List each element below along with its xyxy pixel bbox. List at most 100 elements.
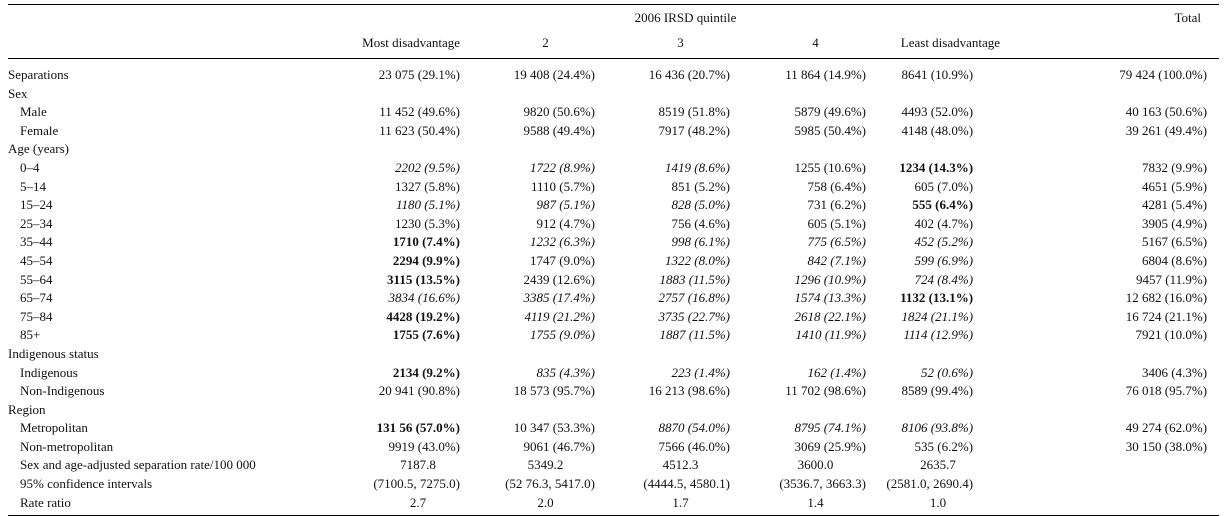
cell-value: 9457 (11.9%) (1136, 271, 1208, 287)
cell-value: 7187.8 (400, 457, 436, 473)
cell-value: 2618 (22.1%) (794, 308, 867, 324)
table-cell: 3905 (4.9%) (1008, 215, 1219, 234)
cell-value: 1710 (7.4%) (392, 234, 460, 250)
cell-value: 2134 (9.2%) (392, 364, 460, 380)
row-label: Sex (8, 85, 28, 101)
table-cell: 7832 (9.9%) (1008, 159, 1219, 178)
table-row: Indigenous 2134 (9.2%) 835 (4.3%) 223 (1.4%… (8, 364, 1219, 383)
table-cell: 131 56 (57.0%) (333, 419, 463, 438)
table-cell: 5879 (49.6%) (733, 103, 868, 122)
cell-value: 1722 (8.9%) (530, 159, 595, 175)
table-cell: 23 075 (29.1%) (333, 66, 463, 85)
row-label: 95% confidence intervals (20, 476, 153, 492)
cell-value: 131 56 (57.0%) (376, 420, 460, 436)
table-cell: 40 163 (50.6%) (1008, 103, 1219, 122)
table-cell: 2439 (12.6%) (463, 271, 598, 290)
table-cell (1008, 475, 1219, 494)
table-cell: 2635.7 (868, 456, 1008, 475)
cell-value: 842 (7.1%) (807, 252, 867, 268)
table-cell: 1710 (7.4%) (333, 233, 463, 252)
cell-value: 16 213 (98.6%) (648, 383, 730, 399)
table-cell: 756 (4.6%) (598, 215, 733, 234)
table-cell: (52 76.3, 5417.0) (463, 475, 598, 494)
table-cell (868, 401, 1008, 420)
cell-value: 402 (4.7%) (914, 215, 974, 231)
cell-value: 605 (7.0%) (914, 178, 974, 194)
table-cell: 3834 (16.6%) (333, 289, 463, 308)
cell-value: 3735 (22.7%) (658, 308, 731, 324)
table-cell: 452 (5.2%) (868, 233, 1008, 252)
row-label: 45–54 (20, 252, 53, 268)
cell-value: 1755 (7.6%) (392, 327, 460, 343)
table-cell: 1.0 (868, 493, 1009, 516)
cell-value: 2.0 (537, 494, 554, 510)
cell-value: 5167 (6.5%) (1142, 234, 1208, 250)
row-label: Non-Indigenous (20, 383, 105, 399)
table-cell: 605 (7.0%) (868, 178, 1008, 197)
table-cell: 2.0 (463, 493, 598, 516)
table-cell: 4493 (52.0%) (868, 103, 1008, 122)
table-cell: 998 (6.1%) (598, 233, 733, 252)
cell-value: 4119 (21.2%) (524, 308, 595, 324)
table-cell: 16 213 (98.6%) (598, 382, 733, 401)
table-cell: 18 573 (95.7%) (463, 382, 598, 401)
cell-value: 758 (6.4%) (807, 178, 867, 194)
cell-value: 1255 (10.6%) (794, 159, 867, 175)
table-cell: 4148 (48.0%) (868, 122, 1008, 141)
table-cell: 1883 (11.5%) (598, 271, 733, 290)
cell-value: 4148 (48.0%) (901, 122, 974, 138)
table-cell (463, 345, 598, 364)
cell-value: 76 018 (95.7%) (1125, 383, 1208, 399)
table-cell (733, 140, 868, 159)
cell-value: 9061 (46.7%) (523, 438, 596, 454)
col-header-least: Least disadvantage (868, 31, 1009, 59)
table-cell (1008, 493, 1220, 516)
cell-value: 40 163 (50.6%) (1125, 104, 1208, 120)
cell-value: 30 150 (38.0%) (1125, 438, 1208, 454)
table-cell (333, 140, 463, 159)
table-row: Age (years) (8, 140, 1219, 159)
cell-value: 52 (0.6%) (921, 364, 974, 380)
cell-value: 1883 (11.5%) (659, 271, 730, 287)
table-cell: 7917 (48.2%) (598, 122, 733, 141)
cell-value: 8589 (99.4%) (901, 383, 974, 399)
table-cell: 1327 (5.8%) (333, 178, 463, 197)
cell-value: 1.4 (807, 494, 824, 510)
table-cell: 5349.2 (463, 456, 598, 475)
cell-value: 731 (6.2%) (807, 197, 867, 213)
table-cell: 9457 (11.9%) (1008, 271, 1219, 290)
cell-value: 1322 (8.0%) (665, 252, 730, 268)
table-cell: 1132 (13.1%) (868, 289, 1008, 308)
table-cell (868, 85, 1008, 104)
cell-value: 2635.7 (920, 457, 956, 473)
cell-value: 7832 (9.9%) (1142, 159, 1208, 175)
table-cell: 1747 (9.0%) (463, 252, 598, 271)
cell-value: 223 (1.4%) (671, 364, 731, 380)
cell-value: 3069 (25.9%) (794, 438, 867, 454)
table-cell: (4444.5, 4580.1) (598, 475, 733, 494)
table-cell (1008, 85, 1219, 104)
cell-value: 12 682 (16.0%) (1125, 290, 1208, 306)
table-row: 25–34 1230 (5.3%) 912 (4.7%) 756 (4.6%) 605 … (8, 215, 1219, 234)
cell-value: 605 (5.1%) (807, 215, 867, 231)
table-row: 0–4 2202 (9.5%) 1722 (8.9%) 1419 (8.6%) 1255… (8, 159, 1219, 178)
row-label: 0–4 (20, 159, 40, 175)
cell-value: 1574 (13.3%) (794, 290, 867, 306)
table-cell (333, 345, 463, 364)
table-cell: 1755 (7.6%) (333, 326, 463, 345)
cell-value: 79 424 (100.0%) (1119, 67, 1208, 82)
table-row: 15–24 1180 (5.1%) 987 (5.1%) 828 (5.0%) 731 … (8, 196, 1219, 215)
table-row: Sex and age-adjusted separation rate/100… (8, 456, 1219, 475)
cell-value: 835 (4.3%) (536, 364, 596, 380)
cell-value: 998 (6.1%) (671, 234, 731, 250)
table-cell: 731 (6.2%) (733, 196, 868, 215)
header-empty-2 (8, 31, 333, 59)
table-cell (1008, 345, 1219, 364)
table-body: Separations 23 075 (29.1%) 19 408 (24.4%) 1… (8, 59, 1220, 516)
cell-value: (4444.5, 4580.1) (643, 476, 730, 492)
table-cell: 4281 (5.4%) (1008, 196, 1219, 215)
row-label: Non-metropolitan (20, 438, 114, 454)
table-cell: 555 (6.4%) (868, 196, 1008, 215)
total-header: Total (1008, 4, 1220, 31)
row-label: Female (20, 122, 59, 138)
